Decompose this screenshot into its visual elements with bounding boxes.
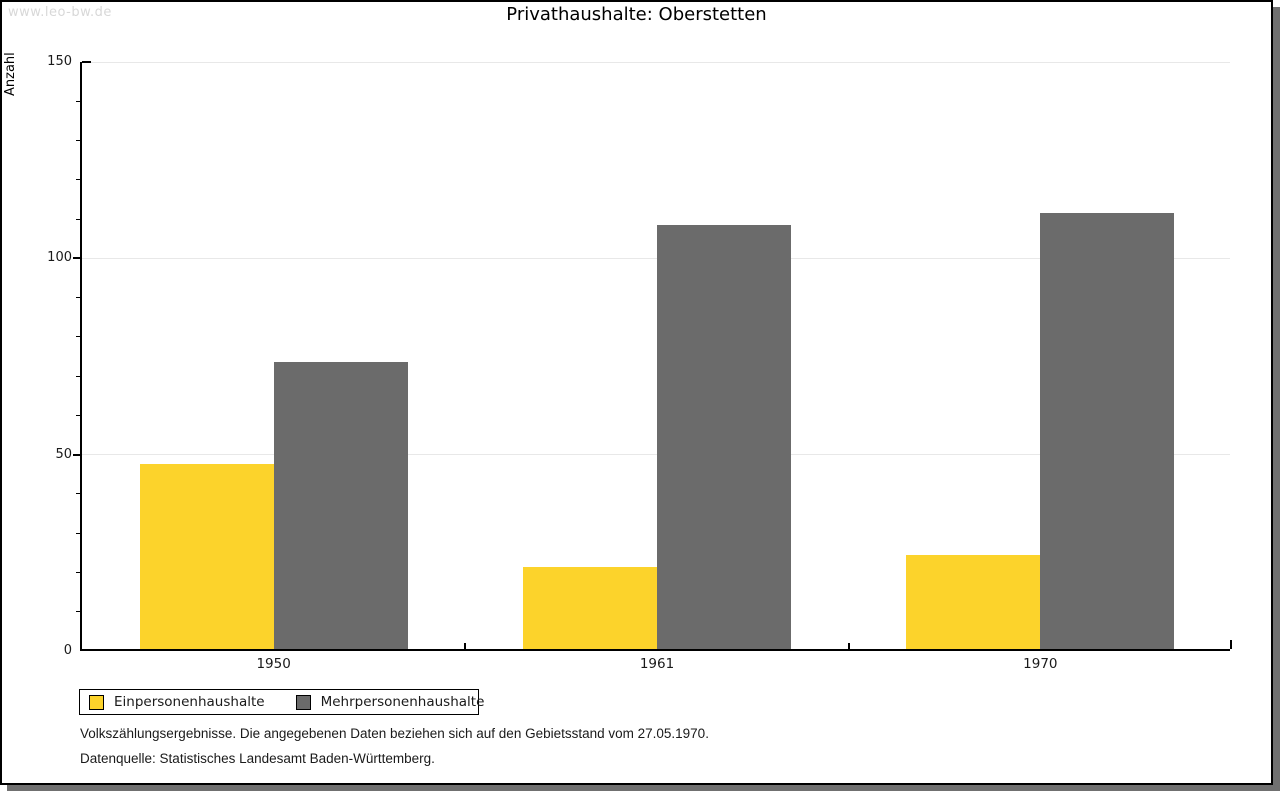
bar-1961-einpersonenhaushalte	[523, 566, 657, 649]
y-axis-end-cap	[82, 61, 91, 63]
y-tick-label-0: 0	[63, 643, 72, 658]
bar-1950-einpersonenhaushalte	[139, 464, 274, 649]
grid-line-100	[82, 257, 1230, 259]
y-minor-tick-130	[76, 140, 81, 142]
y-minor-tick-10	[76, 611, 81, 613]
y-minor-tick-40	[76, 493, 81, 495]
y-minor-tick-120	[76, 179, 81, 181]
bar-1970-mehrpersonenhaushalte	[1040, 213, 1175, 649]
footnote-data-source: Datenquelle: Statistisches Landesamt Bad…	[80, 751, 435, 766]
footnote-source-note: Volkszählungsergebnisse. Die angegebenen…	[80, 726, 709, 741]
watermark-leo-bw: www.leo-bw.de	[8, 5, 112, 20]
y-minor-tick-90	[76, 297, 81, 299]
y-minor-tick-20	[76, 571, 81, 573]
x-category-label-1950: 1950	[256, 656, 291, 672]
bar-1961-mehrpersonenhaushalte	[657, 224, 791, 649]
y-tick-50	[73, 453, 81, 456]
bar-1950-mehrpersonenhaushalte	[273, 362, 408, 649]
legend-swatch-einpersonenhaushalte	[89, 694, 104, 710]
plot-area: 0 50 100 150 1950 1961 1970	[47, 55, 1232, 672]
chart-title: Privathaushalte: Oberstetten	[506, 4, 767, 25]
y-minor-tick-80	[76, 336, 81, 338]
bar-1970-einpersonenhaushalte	[906, 554, 1041, 649]
x-category-label-1961: 1961	[639, 656, 675, 672]
x-boundary-tick-1	[464, 643, 467, 649]
y-tick-label-100: 100	[47, 250, 72, 266]
y-tick-label-150: 150	[47, 54, 72, 69]
x-category-label-1970: 1970	[1023, 656, 1058, 672]
y-minor-tick-70	[76, 375, 81, 377]
y-minor-tick-30	[76, 532, 81, 534]
y-tick-100	[73, 257, 81, 260]
legend-label-einpersonenhaushalte: Einpersonenhaushalte	[114, 694, 265, 710]
y-minor-tick-110	[76, 218, 81, 220]
grid-line-50	[82, 454, 1230, 456]
grid-line-150	[82, 61, 1230, 63]
y-axis-label: Anzahl	[3, 52, 18, 96]
x-axis-end-cap	[1230, 640, 1232, 649]
legend-swatch-mehrpersonenhaushalte	[295, 694, 311, 710]
y-tick-label-50: 50	[55, 446, 72, 462]
legend-label-mehrpersonenhaushalte: Mehrpersonenhaushalte	[320, 694, 485, 710]
y-minor-tick-140	[76, 100, 81, 102]
y-minor-tick-60	[76, 414, 81, 416]
legend: Einpersonenhaushalte Mehrpersonenhaushal…	[79, 689, 484, 715]
x-boundary-tick-2	[847, 643, 850, 649]
